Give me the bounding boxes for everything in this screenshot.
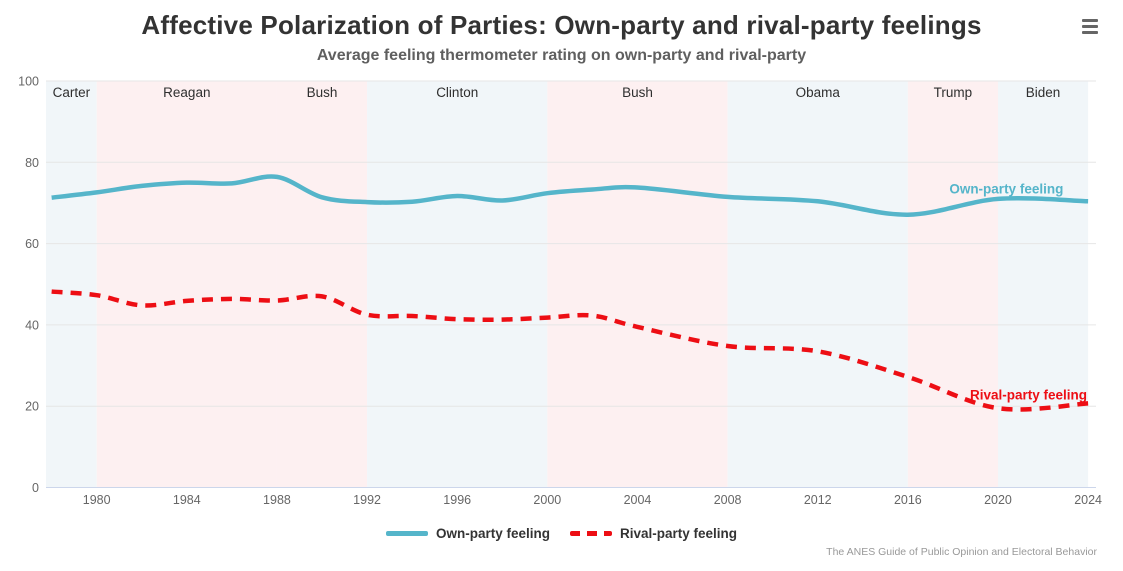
x-tick-label-2024: 2024 [1074, 493, 1102, 507]
y-tick-label-60: 60 [25, 237, 39, 251]
x-tick-label-1992: 1992 [353, 493, 381, 507]
president-label-reagan: Reagan [163, 85, 210, 100]
series-label-rival-party-feeling: Rival-party feeling [970, 388, 1087, 403]
x-tick-label-2020: 2020 [984, 493, 1012, 507]
plot-band-biden [997, 81, 1089, 488]
president-label-biden: Biden [1026, 85, 1061, 100]
plot-band-clinton [367, 81, 548, 488]
legend-label-rival-party: Rival-party feeling [619, 526, 738, 541]
hamburger-icon [1082, 30, 1098, 34]
chart-legend: Own-party feeling Rival-party feeling [0, 526, 1123, 541]
x-tick-label-2004: 2004 [624, 493, 652, 507]
series-line-own-party-feeling[interactable] [51, 174, 1089, 217]
president-label-obama: Obama [796, 85, 841, 100]
legend-item-rival-party[interactable]: Rival-party feeling [569, 526, 738, 541]
president-label-trump: Trump [934, 85, 973, 100]
plot-band-reagan [96, 81, 277, 488]
chart-menu-button[interactable] [1077, 13, 1103, 39]
x-tick-label-2000: 2000 [533, 493, 561, 507]
x-tick-label-2012: 2012 [804, 493, 832, 507]
chart-title: Affective Polarization of Parties: Own-p… [141, 10, 982, 40]
president-label-clinton: Clinton [436, 85, 478, 100]
hamburger-icon [1082, 18, 1098, 22]
x-tick-label-1988: 1988 [263, 493, 291, 507]
y-tick-label-40: 40 [25, 318, 39, 332]
legend-label-own-party: Own-party feeling [435, 526, 550, 541]
rival-party-line-swatch [569, 531, 612, 536]
y-tick-label-100: 100 [18, 75, 39, 89]
chart-subtitle: Average feeling thermometer rating on ow… [316, 47, 807, 64]
president-label-bush: Bush [622, 85, 653, 100]
y-tick-label-80: 80 [25, 156, 39, 170]
plot-band-trump [907, 81, 998, 488]
plot-band-obama [727, 81, 908, 488]
plot-band-carter [46, 81, 97, 488]
x-tick-label-1996: 1996 [443, 493, 471, 507]
plot-band-bush [547, 81, 728, 488]
x-tick-label-2008: 2008 [714, 493, 742, 507]
source-caption: The ANES Guide of Public Opinion and Ele… [826, 546, 1097, 558]
president-label-carter: Carter [53, 85, 91, 100]
x-tick-label-1984: 1984 [173, 493, 201, 507]
president-label-bush: Bush [307, 85, 338, 100]
legend-item-own-party[interactable]: Own-party feeling [385, 526, 550, 541]
plot-band-bush [276, 81, 368, 488]
series-line-rival-party-feeling[interactable] [51, 289, 1089, 412]
y-tick-label-0: 0 [32, 481, 39, 495]
own-party-line-swatch [385, 531, 428, 536]
x-tick-label-2016: 2016 [894, 493, 922, 507]
series-label-own-party-feeling: Own-party feeling [949, 182, 1063, 197]
x-tick-label-1980: 1980 [83, 493, 111, 507]
y-tick-label-20: 20 [25, 400, 39, 414]
hamburger-icon [1082, 24, 1098, 28]
